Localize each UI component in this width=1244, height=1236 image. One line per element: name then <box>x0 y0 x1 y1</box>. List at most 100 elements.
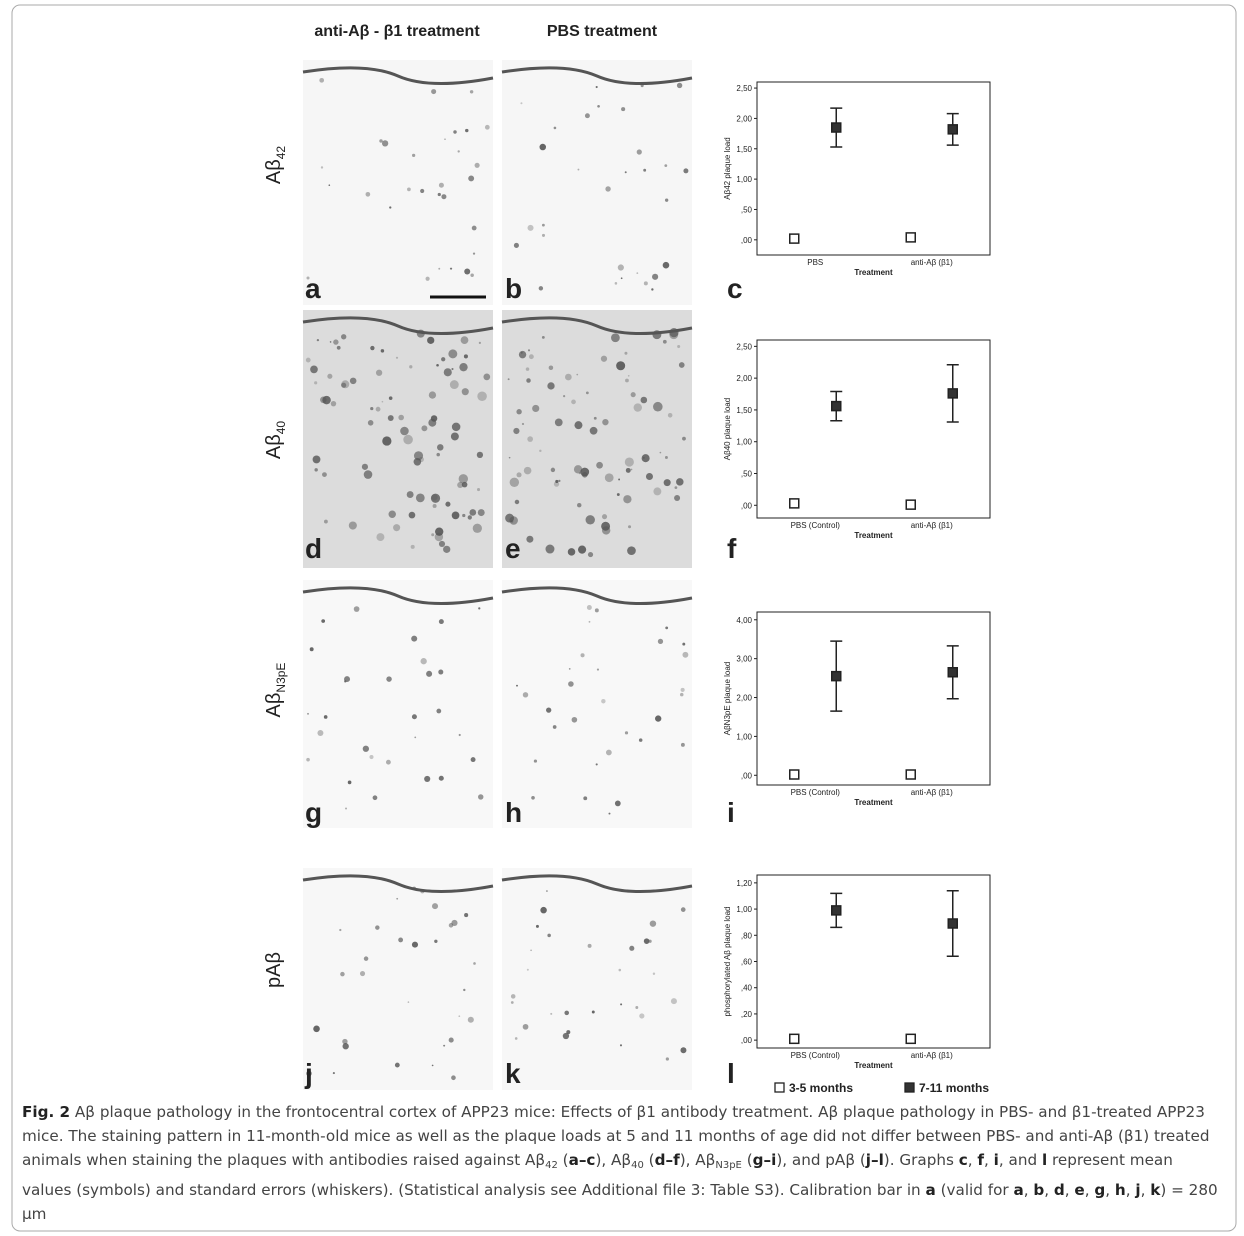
y-tick-label: 2,00 <box>736 374 752 383</box>
stain-spot <box>413 451 424 461</box>
stain-spot <box>463 988 466 992</box>
stain-spot <box>408 511 416 519</box>
stain-spot <box>426 670 433 677</box>
stain-spot <box>470 757 476 763</box>
y-tick-label: ,00 <box>741 771 753 780</box>
stain-spot <box>541 223 545 227</box>
y-tick-label: ,50 <box>741 470 753 479</box>
panel-letter: f <box>727 533 737 564</box>
stain-spot <box>459 362 468 372</box>
stain-spot <box>621 107 626 112</box>
caption-text: , <box>984 1151 994 1169</box>
stain-spot <box>530 949 532 952</box>
stain-spot <box>507 378 510 381</box>
y-tick-label: ,00 <box>741 501 753 510</box>
stain-spot <box>539 143 547 151</box>
stain-spot <box>595 763 598 766</box>
stain-spot <box>425 276 430 281</box>
stain-spot <box>652 330 662 340</box>
stain-spot <box>372 795 378 801</box>
stain-spot <box>449 267 453 270</box>
stain-spot <box>578 545 587 554</box>
stain-spot <box>545 544 555 554</box>
stain-spot <box>458 474 469 484</box>
panel-letter: h <box>505 797 522 828</box>
stain-spot <box>471 225 477 231</box>
stain-spot <box>370 406 374 411</box>
stain-spot <box>628 525 632 529</box>
stain-spot <box>478 607 481 610</box>
stain-spot <box>682 651 689 658</box>
stain-spot <box>586 605 592 610</box>
stain-spot <box>597 104 600 108</box>
stain-spot <box>618 478 621 481</box>
stain-spot <box>545 890 548 892</box>
stain-spot <box>627 374 630 377</box>
row-label-text: pAβ <box>263 952 285 988</box>
stain-spot <box>508 456 511 459</box>
caption-text: a <box>1013 1181 1024 1199</box>
caption-text: , <box>1064 1181 1075 1199</box>
caption-text: Aβ plaque pathology in the frontocentral… <box>22 1103 1210 1169</box>
stain-spot <box>538 286 544 291</box>
stain-spot <box>653 401 663 412</box>
caption-text: (valid for <box>935 1181 1014 1199</box>
mean-marker <box>905 1033 916 1045</box>
caption-text: f <box>977 1151 984 1169</box>
stain-spot <box>577 168 580 171</box>
stain-spot <box>576 373 579 376</box>
stain-spot <box>438 182 444 188</box>
stain-spot <box>375 406 381 412</box>
stain-spot <box>680 907 686 912</box>
caption-text: ( <box>643 1151 655 1169</box>
caption-text: represent mean values (symbols) and stan… <box>22 1151 1173 1199</box>
stain-spot <box>580 653 585 658</box>
x-tick-label: PBS <box>807 258 823 267</box>
stain-spot <box>619 1044 623 1047</box>
stain-spot <box>448 1037 454 1043</box>
stain-spot <box>424 775 431 782</box>
stain-spot <box>532 404 540 412</box>
stain-spot <box>305 357 311 363</box>
stain-spot <box>467 515 472 520</box>
stain-spot <box>451 367 454 371</box>
stain-spot <box>420 658 427 665</box>
stain-spot <box>553 481 560 487</box>
stain-spot <box>316 338 320 342</box>
stain-spot <box>584 113 590 119</box>
row-label-text: Aβ <box>263 693 285 718</box>
stain-spot <box>348 521 357 530</box>
stain-spot <box>604 473 614 483</box>
caption-text: l <box>1041 1151 1048 1169</box>
stain-spot <box>674 494 681 501</box>
stain-spot <box>465 128 469 133</box>
stain-spot <box>676 478 684 486</box>
stain-spot <box>312 455 321 464</box>
stain-spot <box>398 937 404 943</box>
stain-spot <box>635 1006 639 1009</box>
stain-spot <box>516 684 518 687</box>
stain-spot <box>601 521 611 531</box>
mean-marker <box>947 124 958 135</box>
y-tick-label: 1,00 <box>736 438 752 447</box>
stain-spot <box>602 418 609 426</box>
stain-spot <box>527 224 534 231</box>
stain-spot <box>464 268 471 275</box>
panel-letter: b <box>505 273 522 304</box>
stain-spot <box>412 153 416 158</box>
stain-spot <box>527 349 531 352</box>
stain-spot <box>539 449 542 453</box>
row-label: Aβ42 <box>263 146 288 185</box>
stain-spot <box>636 272 639 275</box>
mean-marker <box>831 400 842 412</box>
legend-label: 7-11 months <box>919 1081 989 1095</box>
y-tick-label: 1,00 <box>736 732 752 741</box>
caption-text: 42 <box>545 1160 558 1171</box>
stain-spot <box>550 1012 553 1015</box>
stain-spot <box>451 919 458 927</box>
row-label: pAβ <box>263 952 285 988</box>
x-tick-label: anti-Aβ (β1) <box>911 521 953 530</box>
stain-spot <box>513 242 519 248</box>
stain-spot <box>618 968 622 972</box>
